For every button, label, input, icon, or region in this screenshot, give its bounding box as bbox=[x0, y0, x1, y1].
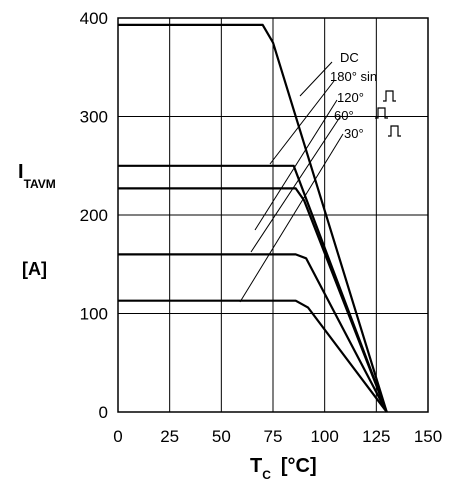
x-axis-label: TC [°C] bbox=[250, 455, 317, 481]
annotation-leader bbox=[239, 133, 344, 303]
series-label: 120° bbox=[337, 90, 364, 105]
annotation-leader bbox=[299, 61, 333, 97]
series-label: 60° bbox=[334, 108, 354, 123]
pulse-icon bbox=[375, 107, 388, 119]
x-tick-label: 50 bbox=[212, 427, 231, 446]
y-tick-label: 0 bbox=[99, 403, 108, 422]
y-tick-label: 100 bbox=[80, 305, 108, 324]
y-tick-label: 300 bbox=[80, 108, 108, 127]
x-axis-label-unit: [°C] bbox=[281, 455, 317, 477]
series-label: 180° sin bbox=[330, 69, 377, 84]
x-tick-label: 25 bbox=[160, 427, 179, 446]
x-tick-label: 125 bbox=[362, 427, 390, 446]
series-label: DC bbox=[340, 50, 359, 65]
tick-labels: 0 25 50 75 100 125 150 0 100 200 300 400 bbox=[80, 9, 443, 446]
pulse-icon bbox=[383, 90, 396, 102]
series-line bbox=[118, 187, 388, 413]
annotation-leader bbox=[250, 116, 341, 253]
grid bbox=[117, 17, 429, 413]
x-tick-label: 0 bbox=[113, 427, 122, 446]
y-axis-label: ITAVM bbox=[18, 161, 56, 191]
series-line bbox=[118, 253, 388, 413]
x-axis-label-main: T bbox=[250, 455, 262, 477]
annotations: DC 180° sin 120° 60° 30° bbox=[330, 50, 401, 141]
y-axis-label-sub: TAVM bbox=[24, 177, 56, 191]
pulse-icon bbox=[388, 125, 401, 137]
annotation-leader bbox=[254, 99, 338, 231]
series-line bbox=[118, 299, 388, 413]
y-tick-label: 400 bbox=[80, 9, 108, 28]
y-axis-label-main: I bbox=[18, 161, 24, 183]
series-line bbox=[118, 23, 388, 413]
x-axis-label-sub: C bbox=[262, 468, 271, 481]
annotation-leader bbox=[269, 80, 335, 165]
series-label: 30° bbox=[344, 126, 364, 141]
x-tick-label: 100 bbox=[310, 427, 338, 446]
y-tick-label: 200 bbox=[80, 206, 108, 225]
x-tick-label: 150 bbox=[414, 427, 442, 446]
plot-frame bbox=[117, 17, 429, 413]
y-axis-unit: [A] bbox=[22, 259, 47, 279]
series-curves bbox=[118, 23, 388, 413]
annotation-leaders bbox=[239, 61, 344, 303]
x-tick-label: 75 bbox=[264, 427, 283, 446]
series-line bbox=[118, 164, 388, 413]
